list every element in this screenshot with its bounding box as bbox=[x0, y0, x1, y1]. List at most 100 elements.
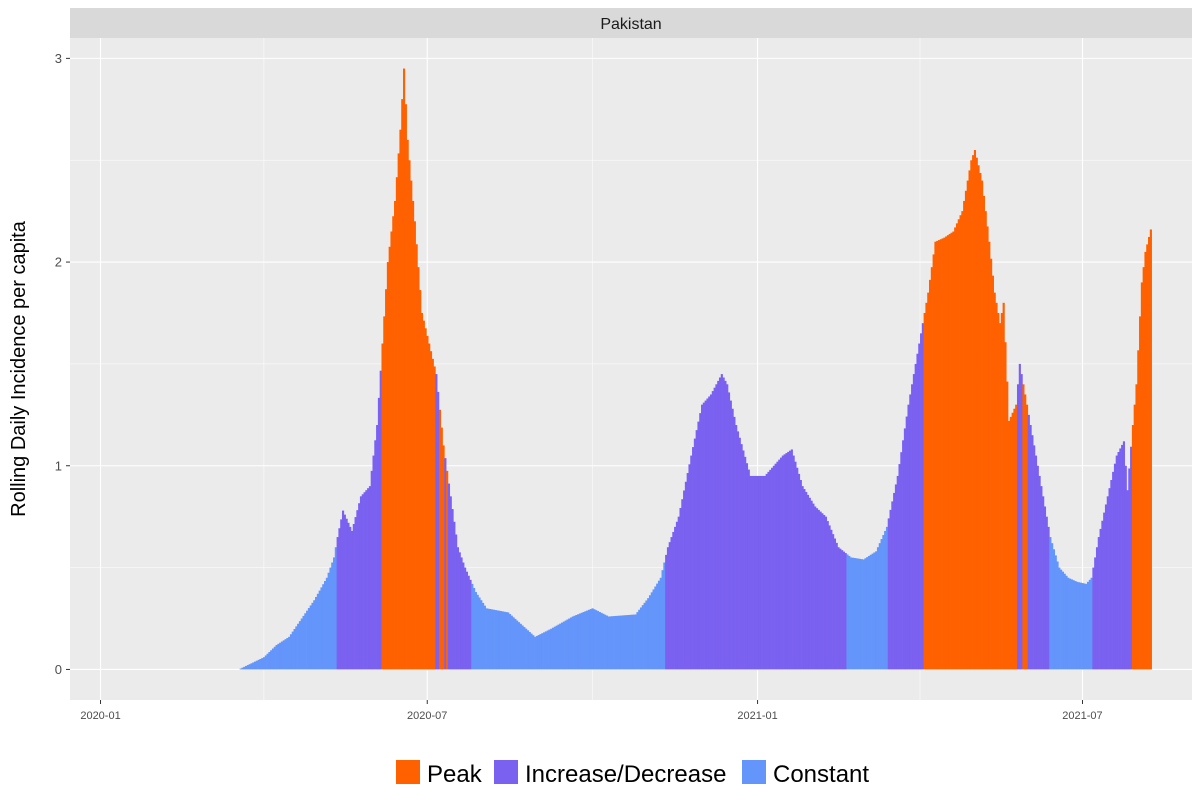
bar bbox=[762, 475, 765, 670]
bar bbox=[298, 621, 302, 670]
bar bbox=[419, 290, 422, 670]
strip-background bbox=[70, 8, 1192, 38]
bar bbox=[462, 562, 465, 670]
bar bbox=[688, 464, 691, 670]
bar bbox=[984, 211, 987, 670]
bar bbox=[302, 615, 305, 670]
bar bbox=[753, 475, 756, 670]
bar bbox=[582, 612, 585, 670]
bar bbox=[654, 586, 657, 670]
bar bbox=[595, 610, 598, 670]
bar bbox=[596, 611, 600, 670]
bar bbox=[666, 547, 670, 670]
bar bbox=[858, 558, 862, 670]
bar bbox=[352, 524, 355, 670]
bar bbox=[837, 547, 840, 670]
bar bbox=[243, 666, 246, 670]
bar bbox=[394, 200, 397, 670]
bar bbox=[611, 616, 614, 670]
bar bbox=[525, 628, 528, 670]
bar bbox=[530, 633, 533, 670]
bar bbox=[767, 471, 770, 670]
bar bbox=[866, 557, 869, 670]
bar bbox=[548, 629, 551, 670]
bar bbox=[814, 506, 817, 670]
bar bbox=[473, 587, 476, 670]
bar bbox=[1060, 569, 1063, 670]
y-tick-label: 2 bbox=[55, 255, 62, 270]
bar bbox=[639, 607, 643, 670]
bar bbox=[835, 542, 838, 670]
bar bbox=[1090, 577, 1093, 670]
bar bbox=[377, 397, 381, 670]
bar bbox=[333, 557, 336, 670]
bar bbox=[514, 618, 517, 670]
bar bbox=[927, 292, 930, 670]
bar bbox=[988, 241, 991, 670]
bar bbox=[690, 455, 693, 670]
bar bbox=[255, 660, 258, 670]
bar bbox=[456, 547, 460, 670]
bar bbox=[880, 539, 883, 670]
bar bbox=[471, 583, 474, 670]
bar bbox=[329, 567, 332, 670]
y-tick-label: 0 bbox=[55, 662, 62, 677]
bar bbox=[936, 240, 939, 670]
bar bbox=[911, 384, 914, 670]
bar bbox=[785, 453, 788, 670]
bar bbox=[623, 615, 626, 670]
bar bbox=[772, 465, 775, 670]
bar bbox=[647, 598, 650, 670]
bar bbox=[602, 613, 605, 670]
bar bbox=[280, 641, 284, 670]
bar bbox=[684, 481, 688, 670]
bar bbox=[1058, 567, 1061, 670]
bar bbox=[406, 139, 409, 670]
bar bbox=[663, 562, 666, 670]
bar bbox=[657, 580, 661, 670]
bar bbox=[429, 351, 433, 670]
bar bbox=[593, 609, 596, 670]
bar bbox=[1110, 480, 1113, 670]
bar bbox=[1122, 441, 1126, 670]
bar bbox=[460, 557, 463, 670]
bar bbox=[1054, 555, 1057, 670]
bar bbox=[1049, 537, 1052, 670]
bar bbox=[851, 557, 854, 670]
bar bbox=[575, 615, 578, 670]
bar bbox=[620, 615, 623, 670]
bar bbox=[702, 402, 705, 670]
bar bbox=[896, 475, 899, 670]
bar bbox=[316, 593, 319, 670]
bar bbox=[297, 623, 300, 670]
bar bbox=[826, 521, 829, 670]
bar bbox=[614, 615, 617, 670]
bar bbox=[1086, 581, 1090, 670]
bar bbox=[476, 594, 479, 670]
facet-title: Pakistan bbox=[600, 16, 661, 33]
bar bbox=[659, 577, 662, 670]
bar bbox=[726, 384, 729, 670]
bar bbox=[999, 323, 1002, 670]
bar bbox=[307, 608, 311, 670]
bar bbox=[1081, 583, 1084, 670]
bar bbox=[1056, 561, 1059, 670]
bar bbox=[311, 602, 314, 670]
bar bbox=[1038, 475, 1041, 670]
bar bbox=[368, 486, 372, 670]
bar bbox=[1004, 342, 1007, 670]
bar bbox=[889, 509, 892, 670]
bar bbox=[586, 610, 589, 670]
bar bbox=[771, 467, 774, 670]
bar bbox=[738, 437, 741, 670]
bar bbox=[535, 635, 538, 670]
bar bbox=[1083, 583, 1086, 670]
bar bbox=[819, 511, 822, 670]
bar bbox=[823, 514, 826, 670]
bar bbox=[722, 377, 725, 670]
bar bbox=[902, 440, 905, 670]
bar bbox=[756, 475, 759, 670]
bar bbox=[747, 469, 750, 670]
bar bbox=[356, 510, 359, 670]
bar bbox=[505, 612, 508, 670]
